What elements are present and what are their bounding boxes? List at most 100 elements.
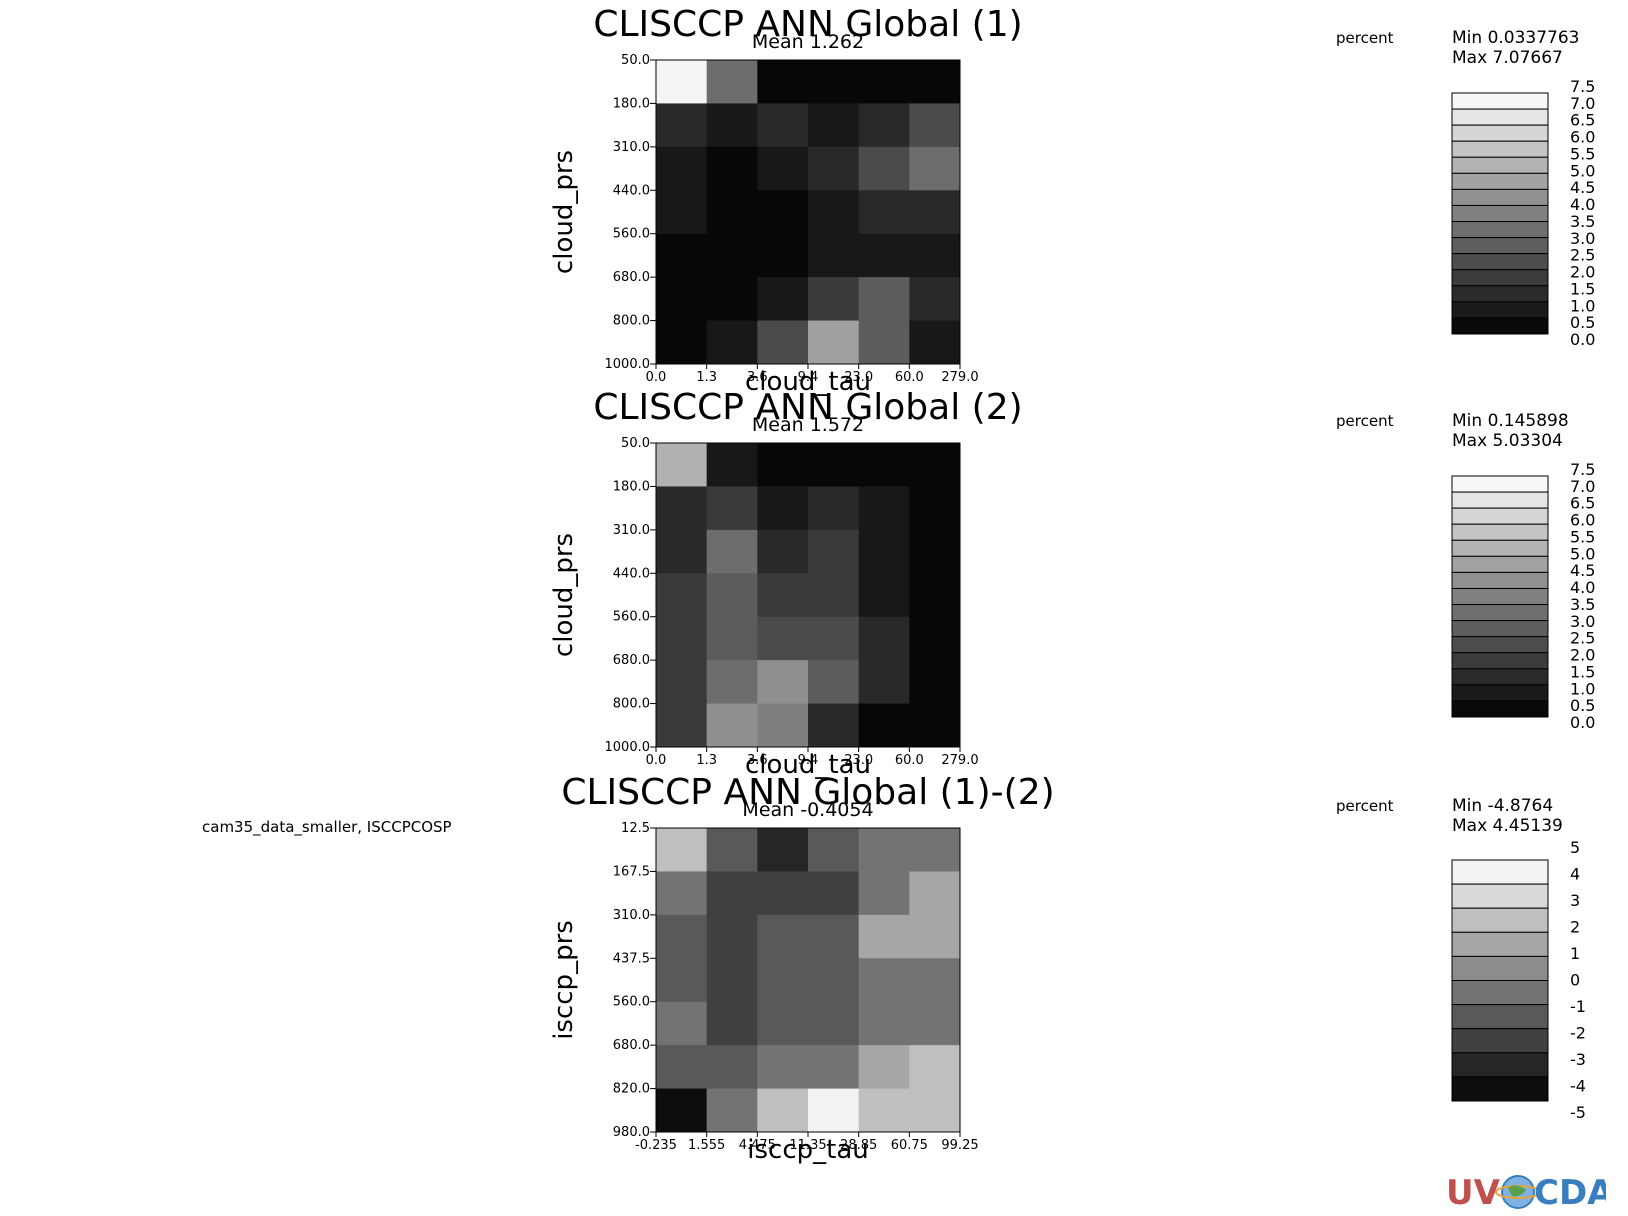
heatmap-cell [706,277,758,322]
heatmap-cell [909,60,961,104]
heatmap-cell [909,828,961,872]
colorbar-band [1451,555,1549,573]
heatmap-cell [808,529,860,574]
y-axis-label: isccp_prs [549,920,579,1040]
x-axis-label: cloud_tau [745,367,871,397]
heatmap-cell [757,660,809,705]
heatmap-cell [858,703,910,748]
heatmap-cell [858,60,910,104]
x-tick-label: 3.6 [747,370,768,385]
y-tick-label: 180.0 [613,96,650,111]
colorbar-label: 0.0 [1570,713,1595,732]
x-tick-label: 60.75 [891,1138,928,1153]
colorbar-band [1451,221,1549,239]
heatmap-cell [706,1088,758,1133]
heatmap-cell [858,190,910,235]
heatmap-cell [757,103,809,148]
heatmap-cell [757,1088,809,1133]
heatmap-cell [858,233,910,278]
heatmap-cell [858,828,910,872]
globe-icon [1495,1175,1541,1209]
heatmap-cell [757,1045,809,1090]
heatmap-cell [656,1001,708,1046]
colorbar-band [1451,539,1549,557]
heatmap-cell [656,486,708,531]
colorbar-label: 5 [1570,838,1580,857]
colorbar-label: 4.5 [1570,178,1595,197]
heatmap-cell [909,871,961,916]
colorbar-label: -4 [1570,1077,1586,1096]
colorbar-band [1451,523,1549,541]
x-tick-label: 9.4 [798,370,819,385]
heatmap-cell [808,828,860,872]
colorbar-label: -2 [1570,1024,1586,1043]
colorbar-label: 4.0 [1570,195,1595,214]
min-label: Min 0.0337763 [1452,28,1580,48]
x-tick-label: 279.0 [941,753,978,768]
colorbar-label: 7.5 [1570,77,1595,96]
colorbar-band [1451,108,1549,126]
colorbar-label: 2.5 [1570,246,1595,265]
colorbar-band [1451,204,1549,223]
colorbar-label: 2.5 [1570,629,1595,648]
heatmap-cell [858,1001,910,1046]
heatmap-cell [656,616,708,661]
heatmap-cell [858,1045,910,1090]
heatmap-cell [757,529,809,574]
colorbar-label: 3.0 [1570,612,1595,631]
heatmap-cell [808,958,860,1003]
colorbar-band [1451,491,1549,509]
colorbar-band [1451,907,1549,933]
uvcdat-logo: UV CDAT [1446,1170,1628,1213]
x-tick-label: 0.0 [646,753,667,768]
heatmap-cell [656,233,708,278]
max-label: Max 7.07667 [1452,48,1563,68]
y-tick-label: 680.0 [613,1038,650,1053]
heatmap-cell [858,320,910,365]
heatmap-cell [656,320,708,365]
heatmap-cell [808,1045,860,1090]
chart-panel-3: CLISCCP ANN Global (1)-(2)Mean -0.405412… [549,772,1586,1165]
heatmap-cell [656,190,708,235]
heatmap-cell [656,828,708,872]
heatmap-cell [706,573,758,618]
colorbar-label: 2.0 [1570,263,1595,282]
heatmap-cell [808,616,860,661]
heatmap-cell [656,146,708,191]
y-tick-label: 180.0 [613,479,650,494]
heatmap-cell [808,443,860,487]
units-label: percent [1336,412,1394,430]
y-tick-label: 560.0 [613,995,650,1010]
heatmap-cell [706,828,758,872]
colorbar-label: 7.5 [1570,460,1595,479]
colorbar-label: 0.5 [1570,313,1595,332]
x-tick-label: 23.0 [844,753,873,768]
heatmap-cell [858,146,910,191]
colorbar-label: -5 [1570,1103,1586,1122]
colorbar-band [1451,636,1549,654]
heatmap-cell [656,703,708,748]
heatmap-cell [656,958,708,1003]
heatmap-cell [858,1088,910,1133]
heatmap-cell [909,486,961,531]
y-tick-label: 800.0 [613,314,650,329]
heatmap-cell [858,914,910,959]
y-tick-label: 980.0 [613,1125,650,1140]
min-label: Min -4.8764 [1452,796,1553,816]
colorbar-band [1451,317,1549,335]
heatmap-cell [808,573,860,618]
heatmap-cell [706,190,758,235]
heatmap-cell [706,616,758,661]
chart-title: CLISCCP ANN Global (1) [593,4,1022,45]
colorbar-band [1451,571,1549,589]
heatmap-cell [757,573,809,618]
heatmap-cell [909,1001,961,1046]
heatmap-cell [757,190,809,235]
y-tick-label: 800.0 [613,697,650,712]
colorbar-band [1451,859,1549,885]
colorbar-band [1451,253,1549,271]
y-tick-label: 820.0 [613,1082,650,1097]
colorbar-band [1451,269,1549,287]
heatmap-cell [757,486,809,531]
